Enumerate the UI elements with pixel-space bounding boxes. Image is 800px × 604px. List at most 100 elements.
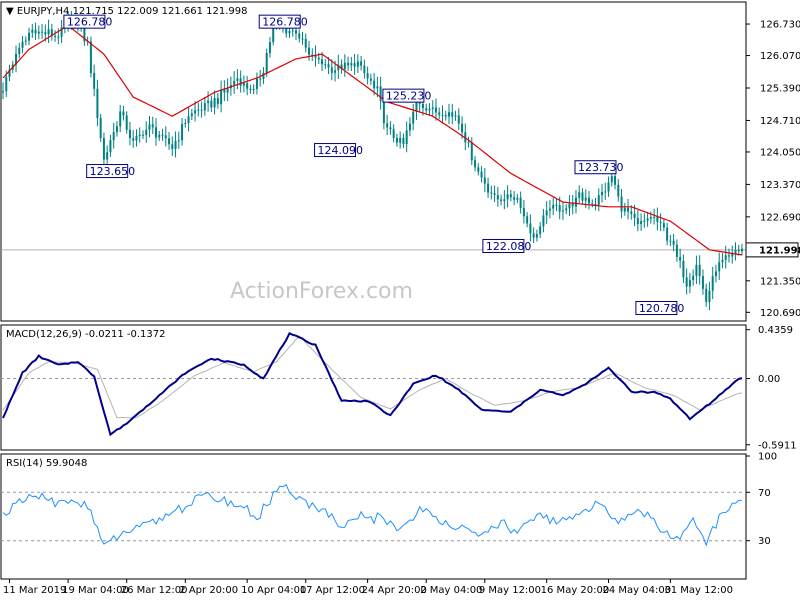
candle [132,130,135,148]
candle [262,67,265,85]
macd-y-tick-label: 0.00 [758,374,780,385]
candle [617,179,620,202]
candle [503,190,506,210]
price-y-tick-label: 125.390 [760,84,800,95]
rsi-y-tick-label: 70 [758,488,771,499]
candle [207,91,210,112]
svg-text:124.090: 124.090 [318,144,364,157]
candle [161,128,164,141]
candle [135,129,138,147]
candle [480,166,483,183]
last-price-badge: 121.998 [745,242,800,258]
candle [451,103,454,125]
x-tick-label: 9 May 12:00 [479,585,541,596]
candle [337,54,340,80]
svg-text:123.650: 123.650 [90,165,136,178]
price-y-tick-label: 123.370 [760,180,800,191]
candle [721,253,724,269]
candle [467,136,470,148]
candle [620,189,623,219]
candle [236,69,239,90]
candle [350,56,353,72]
candle [669,234,672,247]
macd-signal-line [2,335,743,419]
candle [327,56,330,75]
candle [21,35,24,54]
price-panel-title: ▼ EURJPY,H4 121.715 122.009 121.661 121.… [6,6,248,17]
candle [568,195,571,217]
candle [724,245,727,269]
candle [324,59,327,70]
macd-y-tick-label: 0.4359 [758,325,793,336]
price-y-tick-label: 124.050 [760,147,800,158]
candle [119,104,122,133]
price-y-tick-label: 122.690 [760,212,800,223]
candle [184,118,187,128]
candle [636,210,639,232]
candle [587,191,590,210]
candle [138,127,141,143]
candle [737,245,740,256]
candle [431,100,434,116]
candle [366,66,369,85]
candle [44,24,47,42]
candle [542,208,545,233]
candle [112,122,115,149]
x-tick-label: 11 Mar 2019 [3,585,66,596]
price-y-tick-label: 126.730 [760,20,800,31]
candle [493,185,496,203]
price-annotation: 125.230 [382,88,431,103]
moving-average-line [2,24,742,256]
candle [545,201,548,224]
candle [321,51,324,72]
candle [395,133,398,147]
candle [356,54,359,73]
svg-text:126.780: 126.780 [262,16,308,29]
candle [685,268,688,295]
candle [265,48,268,77]
candle [190,109,193,121]
candle [187,106,190,132]
price-y-tick-label: 120.690 [760,308,800,319]
candle [627,198,630,220]
candle [487,177,490,198]
candle [454,110,457,121]
candle [695,255,698,285]
price-annotation: 124.090 [314,143,364,158]
candle [656,207,659,231]
x-tick-label: 17 Apr 12:00 [300,585,365,596]
watermark: ActionForex.com [230,279,413,304]
candle [483,168,486,193]
candle [252,84,255,95]
candle [128,121,131,146]
candle [220,80,223,113]
candle [529,214,532,242]
x-tick-label: 24 Apr 20:00 [362,585,427,596]
candle [246,75,249,96]
candle [522,199,525,224]
candle [216,92,219,109]
x-tick-label: 2 Apr 20:00 [179,585,238,596]
x-tick-label: 2 May 04:00 [420,585,482,596]
candle [741,243,743,256]
candle [679,248,682,269]
candle [509,189,512,202]
candle [692,269,695,286]
candle [675,239,678,262]
candle [2,82,4,100]
candle [109,134,112,157]
candle [477,163,480,176]
candle [102,132,105,165]
candle [604,182,607,200]
candle [526,212,529,228]
macd-y-tick-label: -0.5911 [758,440,797,451]
candle [168,132,171,150]
candle [474,155,477,172]
price-annotation: 122.080 [482,238,531,253]
candle [376,76,379,98]
candle [226,78,229,102]
candle [304,33,307,53]
candle [386,114,389,135]
candle [249,84,252,94]
